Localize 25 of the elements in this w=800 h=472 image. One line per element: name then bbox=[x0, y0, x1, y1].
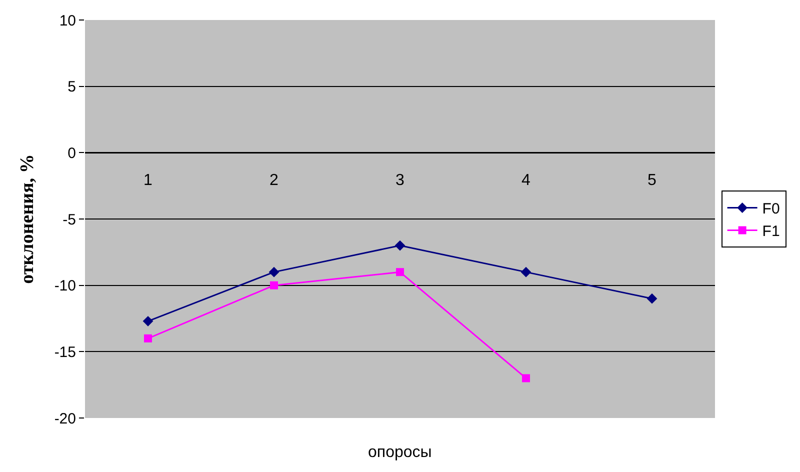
x-axis-title: опоросы bbox=[368, 444, 432, 461]
point bbox=[268, 266, 280, 278]
y-tick-label: 0 bbox=[68, 144, 76, 162]
point bbox=[522, 374, 530, 382]
y-tick-label: 10 bbox=[59, 12, 76, 30]
y-tick-label: -15 bbox=[54, 344, 76, 361]
point bbox=[142, 316, 154, 326]
legend-label: F0 bbox=[762, 200, 780, 218]
point bbox=[144, 334, 152, 342]
x-tick-label: 2 bbox=[270, 172, 279, 189]
point bbox=[520, 266, 532, 278]
point bbox=[646, 293, 658, 304]
x-tick-label: 3 bbox=[396, 172, 405, 189]
y-tick-label: -20 bbox=[54, 410, 76, 428]
y-axis-title: отклонения, % bbox=[17, 154, 38, 284]
y-tick-label: -10 bbox=[54, 278, 76, 295]
x-tick-label: 4 bbox=[522, 172, 531, 189]
point bbox=[396, 268, 404, 276]
point bbox=[394, 240, 406, 251]
y-tick-label: 5 bbox=[68, 78, 76, 96]
x-tick-label: 1 bbox=[144, 172, 153, 189]
point bbox=[270, 281, 278, 290]
y-tick-label: -5 bbox=[62, 211, 76, 228]
x-tick-label: 5 bbox=[648, 172, 657, 189]
legend-label: F1 bbox=[762, 223, 780, 240]
